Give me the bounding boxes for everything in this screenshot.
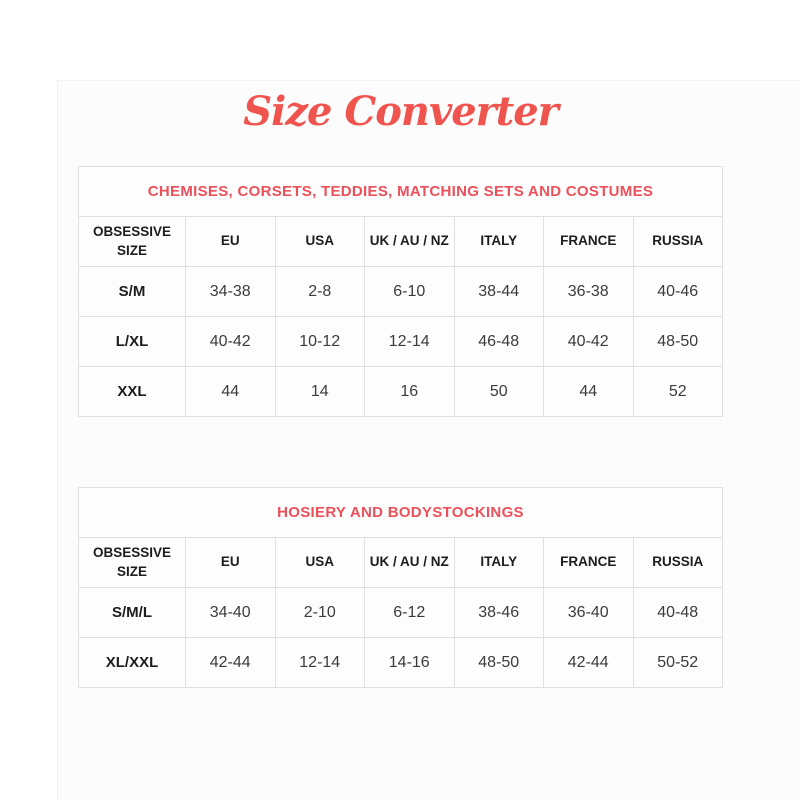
size-cell: 12-14 (364, 316, 455, 367)
row-label: XL/XXL (78, 637, 186, 688)
column-header-russia: RUSSIA (632, 216, 723, 267)
size-cell: 42-44 (543, 637, 634, 688)
size-cell: 42-44 (185, 637, 276, 688)
size-cell: 48-50 (453, 637, 544, 688)
size-cell: 34-40 (185, 587, 276, 638)
size-cell: 16 (364, 366, 455, 417)
size-cell: 40-46 (632, 266, 723, 317)
size-cell: 14-16 (364, 637, 455, 688)
column-header-uk-au-nz: UK / AU / NZ (364, 216, 455, 267)
row-label: S/M/L (78, 587, 186, 638)
size-cell: 50-52 (632, 637, 723, 688)
column-header-italy: ITALY (453, 216, 544, 267)
size-cell: 44 (543, 366, 634, 417)
size-cell: 10-12 (274, 316, 365, 367)
column-header-size: OBSESSIVE SIZE (78, 537, 186, 588)
size-cell: 2-10 (274, 587, 365, 638)
column-header-france: FRANCE (543, 216, 634, 267)
table-header-row: OBSESSIVE SIZE EU USA UK / AU / NZ ITALY… (78, 537, 723, 588)
size-cell: 6-10 (364, 266, 455, 317)
table-header-row: OBSESSIVE SIZE EU USA UK / AU / NZ ITALY… (78, 216, 723, 267)
size-cell: 40-48 (632, 587, 723, 638)
table-row: XL/XXL 42-44 12-14 14-16 48-50 42-44 50-… (78, 637, 723, 688)
size-cell: 6-12 (364, 587, 455, 638)
table-row: XXL 44 14 16 50 44 52 (78, 366, 723, 417)
column-header-usa: USA (274, 537, 365, 588)
column-header-uk-au-nz: UK / AU / NZ (364, 537, 455, 588)
table-row: S/M/L 34-40 2-10 6-12 38-46 36-40 40-48 (78, 587, 723, 638)
table-caption-row: CHEMISES, CORSETS, TEDDIES, MATCHING SET… (78, 166, 723, 217)
size-cell: 46-48 (453, 316, 544, 367)
size-cell: 36-40 (543, 587, 634, 638)
column-header-size: OBSESSIVE SIZE (78, 216, 186, 267)
size-cell: 52 (632, 366, 723, 417)
table-caption-row: HOSIERY AND BODYSTOCKINGS (78, 487, 723, 538)
table-caption: HOSIERY AND BODYSTOCKINGS (78, 487, 723, 538)
column-header-france: FRANCE (543, 537, 634, 588)
size-cell: 2-8 (274, 266, 365, 317)
column-header-usa: USA (274, 216, 365, 267)
size-table-hosiery: HOSIERY AND BODYSTOCKINGS OBSESSIVE SIZE… (78, 487, 723, 688)
size-cell: 12-14 (274, 637, 365, 688)
size-cell: 38-46 (453, 587, 544, 638)
size-cell: 38-44 (453, 266, 544, 317)
size-cell: 40-42 (185, 316, 276, 367)
size-cell: 48-50 (632, 316, 723, 367)
page-title: Size Converter (243, 88, 559, 135)
size-cell: 50 (453, 366, 544, 417)
table-caption: CHEMISES, CORSETS, TEDDIES, MATCHING SET… (78, 166, 723, 217)
size-table-chemises: CHEMISES, CORSETS, TEDDIES, MATCHING SET… (78, 166, 723, 417)
size-cell: 44 (185, 366, 276, 417)
row-label: XXL (78, 366, 186, 417)
row-label: L/XL (78, 316, 186, 367)
row-label: S/M (78, 266, 186, 317)
column-header-italy: ITALY (453, 537, 544, 588)
size-cell: 36-38 (543, 266, 634, 317)
size-cell: 40-42 (543, 316, 634, 367)
size-cell: 34-38 (185, 266, 276, 317)
column-header-eu: EU (185, 216, 276, 267)
column-header-russia: RUSSIA (632, 537, 723, 588)
size-cell: 14 (274, 366, 365, 417)
table-row: L/XL 40-42 10-12 12-14 46-48 40-42 48-50 (78, 316, 723, 367)
table-row: S/M 34-38 2-8 6-10 38-44 36-38 40-46 (78, 266, 723, 317)
column-header-eu: EU (185, 537, 276, 588)
